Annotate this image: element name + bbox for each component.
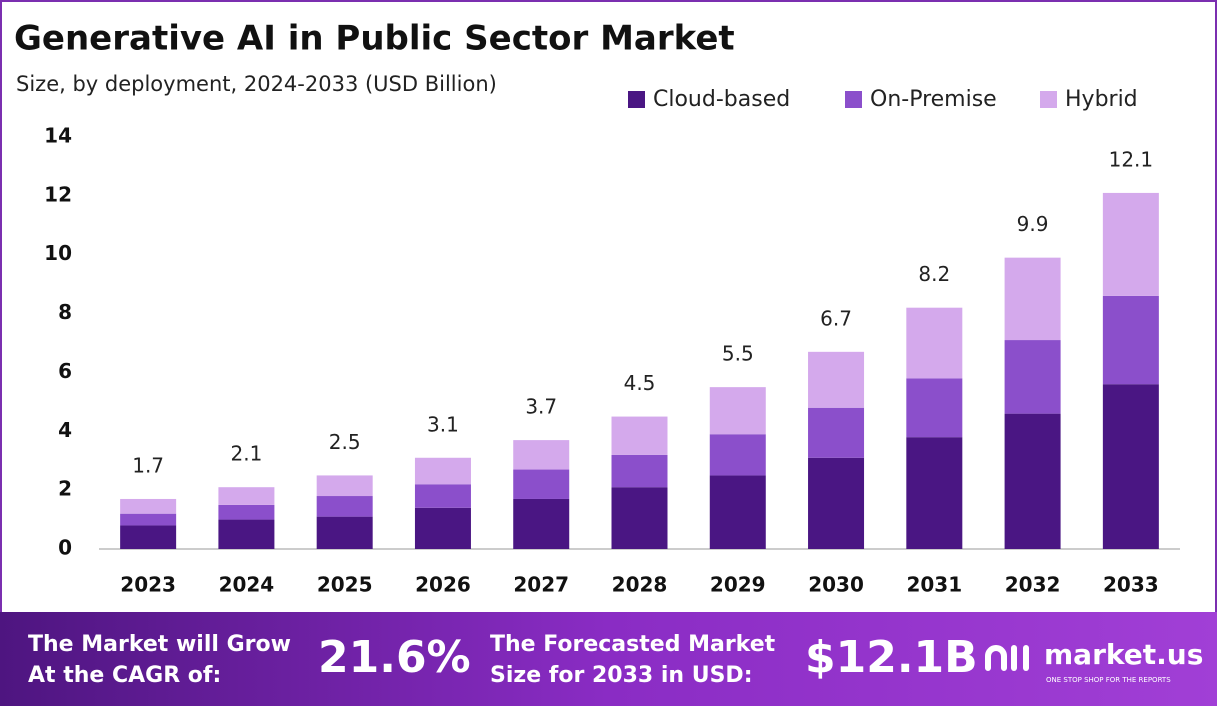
- bar-segment: [611, 416, 668, 455]
- x-tick-label: 2026: [415, 573, 471, 597]
- y-tick-label: 10: [44, 241, 72, 265]
- footer-text: At the CAGR of:: [28, 663, 221, 688]
- footer-text: The Market will Grow: [28, 632, 291, 657]
- bar-segment: [906, 378, 963, 438]
- y-tick-label: 12: [44, 182, 72, 206]
- total-label: 9.9: [1017, 212, 1049, 236]
- total-label: 3.7: [525, 395, 557, 419]
- bar-segment: [611, 487, 668, 549]
- bar-segment: [1102, 192, 1159, 296]
- bar-segment: [120, 498, 177, 514]
- x-tick-label: 2033: [1103, 573, 1159, 597]
- y-tick-label: 8: [58, 300, 72, 324]
- total-label: 1.7: [132, 453, 164, 477]
- total-label: 8.2: [918, 262, 950, 286]
- bar-segment: [414, 484, 471, 508]
- size-value: $12.1B: [805, 632, 978, 683]
- total-label: 5.5: [722, 342, 754, 366]
- bar-segment: [808, 351, 865, 408]
- logo-tagline: ONE STOP SHOP FOR THE REPORTS: [1046, 676, 1171, 684]
- bar-segment: [709, 387, 766, 435]
- total-label: 4.5: [624, 371, 656, 395]
- footer-text: Size for 2033 in USD:: [490, 663, 753, 688]
- total-label: 12.1: [1109, 147, 1154, 171]
- y-tick-label: 0: [58, 536, 72, 560]
- total-label: 2.1: [231, 442, 263, 466]
- logo-icon: [985, 645, 1029, 671]
- bar-segment: [808, 407, 865, 458]
- bar-segment: [513, 498, 570, 549]
- y-tick-label: 2: [58, 477, 72, 501]
- bar-segment: [808, 457, 865, 549]
- bar-segment: [906, 437, 963, 549]
- legend-swatch: [628, 91, 645, 108]
- bar-segment: [1004, 340, 1061, 414]
- x-tick-label: 2028: [612, 573, 668, 597]
- total-label: 2.5: [329, 430, 361, 454]
- x-tick-label: 2024: [219, 573, 275, 597]
- bar-segment: [316, 516, 373, 549]
- y-tick-label: 4: [58, 418, 72, 442]
- bar-segment: [709, 475, 766, 549]
- bar-segment: [513, 469, 570, 499]
- legend-swatch: [845, 91, 862, 108]
- bar-segment: [1004, 413, 1061, 549]
- logo: market.us: [1044, 638, 1203, 671]
- legend-swatch: [1040, 91, 1057, 108]
- bar-segment: [1102, 295, 1159, 385]
- x-tick-label: 2025: [317, 573, 373, 597]
- bar-segment: [120, 525, 177, 549]
- x-tick-label: 2027: [513, 573, 569, 597]
- legend-label: On-Premise: [870, 87, 997, 112]
- total-label: 3.1: [427, 412, 459, 436]
- bar-segment: [316, 475, 373, 497]
- y-tick-label: 14: [44, 124, 72, 148]
- cagr-value: 21.6%: [318, 632, 471, 683]
- y-tick-label: 6: [58, 359, 72, 383]
- bar-segment: [316, 496, 373, 517]
- legend-label: Hybrid: [1065, 87, 1138, 112]
- bar-segment: [709, 434, 766, 476]
- total-label: 6.7: [820, 306, 852, 330]
- legend-label: Cloud-based: [653, 87, 790, 112]
- bar-segment: [1102, 384, 1159, 549]
- chart-title: Generative AI in Public Sector Market: [14, 19, 735, 59]
- chart-subtitle: Size, by deployment, 2024-2033 (USD Bill…: [16, 72, 497, 96]
- x-tick-label: 2030: [808, 573, 864, 597]
- bar-segment: [218, 487, 275, 505]
- footer-text: The Forecasted Market: [490, 632, 776, 657]
- x-tick-label: 2031: [906, 573, 962, 597]
- bar-segment: [906, 307, 963, 379]
- bar-segment: [120, 513, 177, 526]
- bar-segment: [1004, 257, 1061, 341]
- bar-segment: [611, 454, 668, 488]
- x-tick-label: 2032: [1005, 573, 1061, 597]
- bar-segment: [218, 504, 275, 520]
- x-tick-label: 2023: [120, 573, 176, 597]
- x-tick-label: 2029: [710, 573, 766, 597]
- bar-segment: [414, 507, 471, 549]
- bar-segment: [513, 440, 570, 470]
- footer-banner: [0, 612, 1217, 706]
- bar-segment: [218, 519, 275, 549]
- bar-segment: [414, 457, 471, 485]
